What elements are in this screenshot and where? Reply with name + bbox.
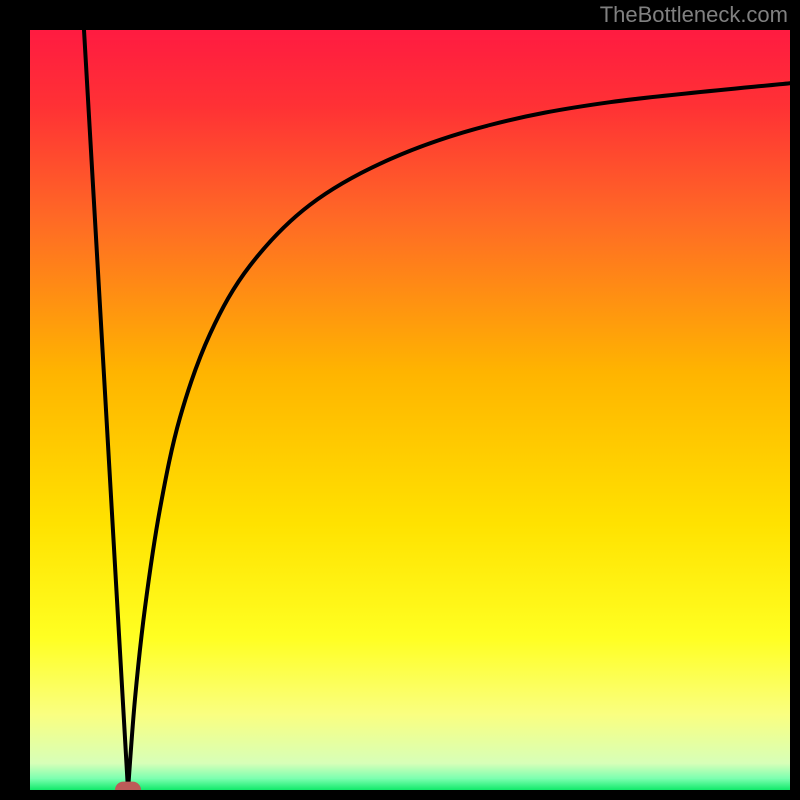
plot-area	[30, 30, 790, 790]
watermark-label: TheBottleneck.com	[600, 2, 788, 28]
chart-canvas: TheBottleneck.com	[0, 0, 800, 800]
gradient-background	[30, 30, 790, 790]
plot-svg	[30, 30, 790, 790]
